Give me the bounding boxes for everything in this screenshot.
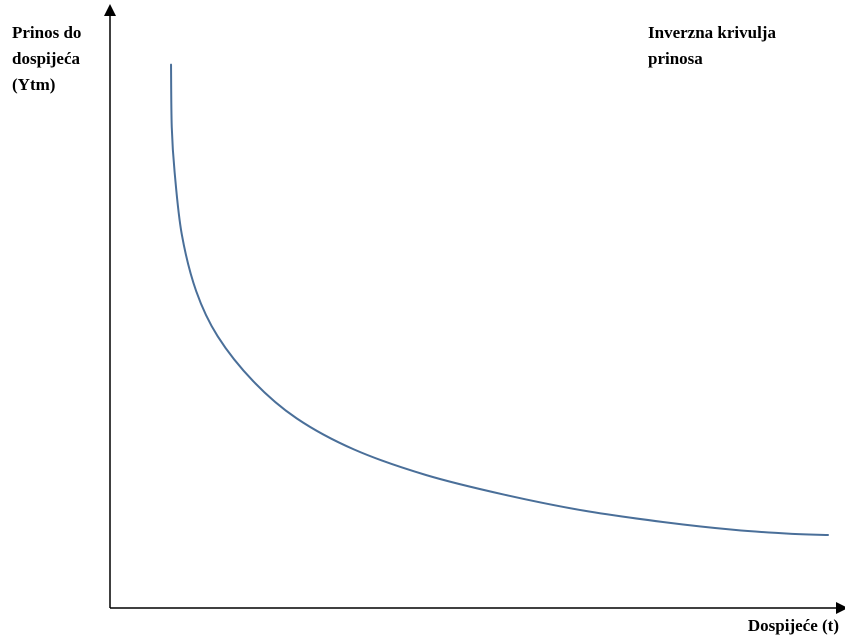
y-axis-label: Prinos do dospijeća (Ytm)	[12, 23, 82, 94]
x-axis-label: Dospijeće (t)	[747, 616, 839, 635]
axes	[104, 3, 845, 614]
series-group	[170, 63, 829, 536]
yield-curve-line-1	[170, 63, 829, 536]
chart-title: Inverzna krivulja prinosa	[648, 23, 776, 68]
